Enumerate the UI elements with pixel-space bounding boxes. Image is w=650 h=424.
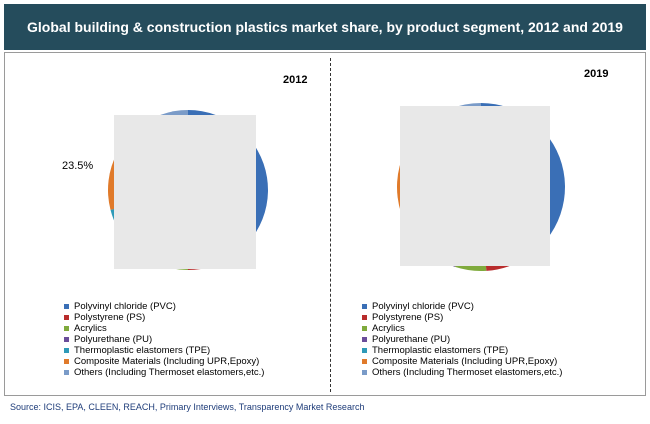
legend-swatch (64, 315, 69, 320)
legend-item: Thermoplastic elastomers (TPE) (64, 345, 344, 356)
legend-label: Thermoplastic elastomers (TPE) (74, 345, 211, 356)
legend-label: Others (Including Thermoset elastomers,e… (372, 367, 563, 378)
legend-swatch (64, 326, 69, 331)
pie-overlay-2019 (400, 106, 550, 266)
legend-label: Polyvinyl chloride (PVC) (74, 301, 176, 312)
legend-label: Polyurethane (PU) (74, 334, 153, 345)
pie-title-2012: 2012 (283, 74, 308, 86)
legend-label: Acrylics (74, 323, 107, 334)
data-label-composite-2012: 23.5% (62, 160, 94, 172)
legend-item: Polyurethane (PU) (64, 334, 344, 345)
legend-swatch (362, 315, 367, 320)
legend-swatch (362, 370, 367, 375)
legend-label: Polyvinyl chloride (PVC) (372, 301, 474, 312)
legend-label: Polystyrene (PS) (74, 312, 146, 323)
legend-label: Composite Materials (Including UPR,Epoxy… (74, 356, 260, 367)
legend-item: Thermoplastic elastomers (TPE) (362, 345, 642, 356)
pie-title-2019: 2019 (584, 68, 609, 80)
legend-item: Others (Including Thermoset elastomers,e… (362, 367, 642, 378)
legend-label: Composite Materials (Including UPR,Epoxy… (372, 356, 558, 367)
legend-item: Polyurethane (PU) (362, 334, 642, 345)
legend-label: Polystyrene (PS) (372, 312, 444, 323)
legend-swatch (64, 337, 69, 342)
legend-swatch (362, 337, 367, 342)
legend-2012: Polyvinyl chloride (PVC) Polystyrene (PS)… (64, 301, 344, 378)
legend-swatch (362, 326, 367, 331)
legend-item: Polyvinyl chloride (PVC) (362, 301, 642, 312)
legend-swatch (64, 359, 69, 364)
legend-swatch (64, 348, 69, 353)
chart-header: Global building & construction plastics … (4, 4, 646, 50)
pie-overlay-2012 (114, 115, 256, 269)
panel-divider (330, 58, 331, 392)
legend-label: Acrylics (372, 323, 405, 334)
legend-item: Acrylics (64, 323, 344, 334)
source-note: Source: ICIS, EPA, CLEEN, REACH, Primary… (10, 402, 365, 412)
legend-item: Polyvinyl chloride (PVC) (64, 301, 344, 312)
legend-item: Acrylics (362, 323, 642, 334)
legend-label: Others (Including Thermoset elastomers,e… (74, 367, 265, 378)
legend-item: Others (Including Thermoset elastomers,e… (64, 367, 344, 378)
legend-swatch (64, 304, 69, 309)
legend-2019: Polyvinyl chloride (PVC) Polystyrene (PS)… (362, 301, 642, 378)
legend-swatch (362, 359, 367, 364)
legend-item: Polystyrene (PS) (362, 312, 642, 323)
legend-label: Thermoplastic elastomers (TPE) (372, 345, 509, 356)
legend-item: Composite Materials (Including UPR,Epoxy… (64, 356, 344, 367)
legend-swatch (362, 348, 367, 353)
legend-item: Polystyrene (PS) (64, 312, 344, 323)
chart-main-title: Global building & construction plastics … (27, 18, 623, 35)
legend-item: Composite Materials (Including UPR,Epoxy… (362, 356, 642, 367)
chart-frame (4, 52, 646, 396)
legend-swatch (362, 304, 367, 309)
legend-swatch (64, 370, 69, 375)
legend-label: Polyurethane (PU) (372, 334, 451, 345)
